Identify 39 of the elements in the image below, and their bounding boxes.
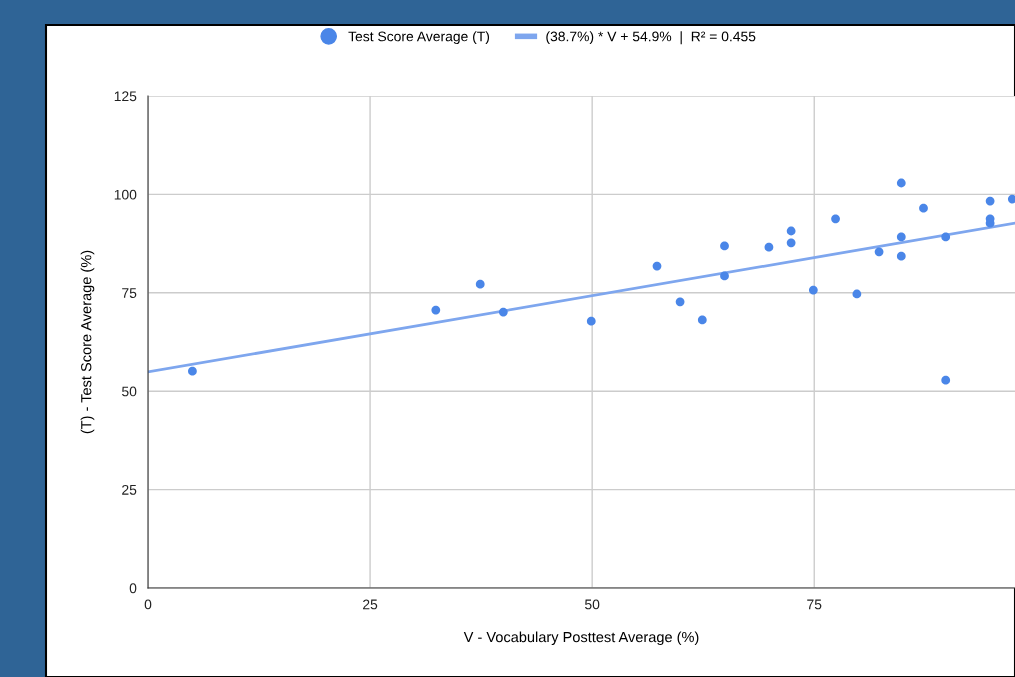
- point: [786, 238, 796, 248]
- x-tick-label: 75: [807, 599, 822, 610]
- point: [720, 241, 729, 251]
- point: [188, 366, 197, 376]
- point: [786, 226, 796, 236]
- point: [896, 178, 906, 188]
- point: [896, 251, 906, 261]
- y-tick-label: 50: [122, 386, 137, 397]
- point: [675, 297, 685, 307]
- point: [919, 203, 928, 213]
- x-axis-title: V - Vocabulary Posttest Average (%): [463, 631, 699, 646]
- x-tick-label: 0: [144, 599, 152, 610]
- point: [808, 285, 818, 295]
- point: [831, 214, 840, 224]
- point: [475, 279, 485, 289]
- x-tick-label: 50: [584, 599, 600, 610]
- x-tick-label: 25: [363, 599, 378, 610]
- point: [941, 375, 951, 385]
- legend-label: Test Score Average (T): [348, 31, 490, 45]
- point: [896, 232, 906, 242]
- point: [1007, 194, 1015, 204]
- point: [764, 242, 774, 252]
- point: [586, 316, 596, 326]
- point: [431, 305, 441, 315]
- point: [985, 196, 995, 206]
- y-tick-label: 100: [114, 189, 137, 200]
- point: [941, 232, 951, 242]
- y-tick-label: 25: [122, 484, 137, 495]
- y-tick-label: 75: [122, 288, 137, 298]
- y-tick-label: 125: [114, 91, 137, 102]
- y-axis-title: (T) - Test Score Average (%): [80, 250, 95, 434]
- point: [852, 289, 862, 299]
- point: [874, 247, 884, 257]
- point: [652, 261, 662, 271]
- point: [697, 315, 707, 325]
- point: [498, 307, 508, 317]
- legend-label: (38.7%) * V + 54.9% | R² = 0.455: [546, 31, 756, 45]
- point: [720, 271, 729, 281]
- y-tick-label: 0: [129, 583, 137, 594]
